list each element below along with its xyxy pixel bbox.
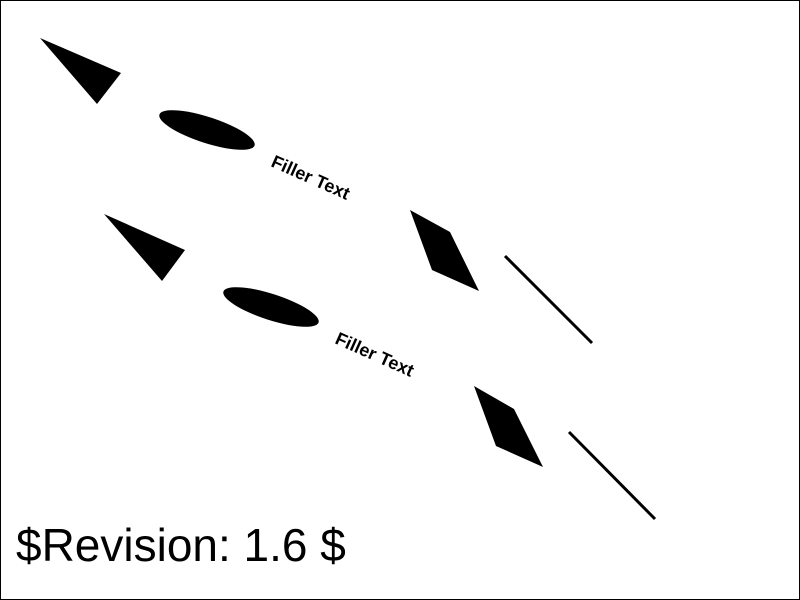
lower-filler-text: Filler Text xyxy=(332,328,417,380)
lower-diamond xyxy=(474,386,543,467)
upper-diamond xyxy=(410,210,479,291)
upper-filler-text: Filler Text xyxy=(268,151,353,203)
upper-line xyxy=(503,254,594,345)
lower-shape-group: Filler Text xyxy=(104,214,657,521)
lower-ellipse xyxy=(223,287,319,327)
lower-triangle xyxy=(104,214,185,281)
lower-line xyxy=(567,430,657,521)
upper-shape-group: Filler Text xyxy=(40,38,594,345)
upper-triangle xyxy=(40,38,121,104)
upper-ellipse xyxy=(159,110,255,150)
revision-label: $Revision: 1.6 $ xyxy=(16,519,346,571)
